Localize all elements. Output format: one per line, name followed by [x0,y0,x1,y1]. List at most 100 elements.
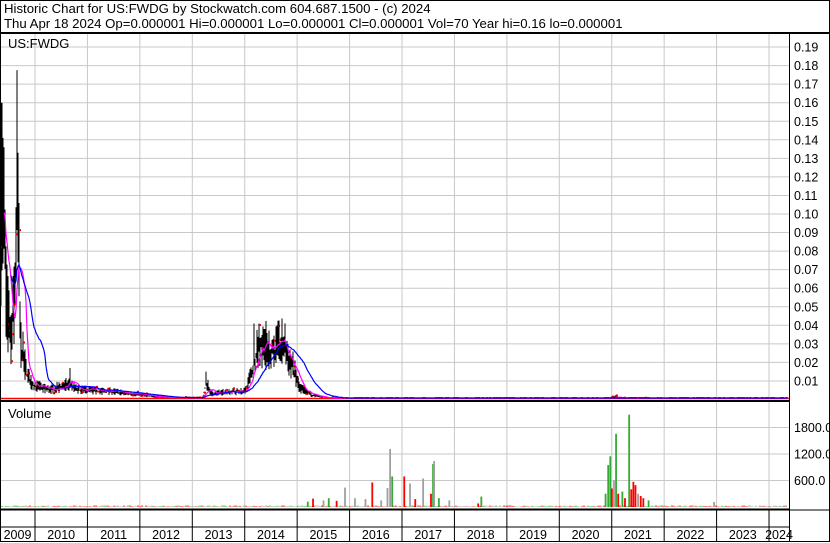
year-label: 2017 [414,528,442,542]
close-mark [11,360,13,363]
volume-bar [354,498,356,507]
moving-average-short [3,212,787,399]
close-mark [132,394,134,397]
year-label: 2013 [205,528,233,542]
chart-frame [0,33,830,542]
price-tick-label: 0.03 [794,337,818,351]
volume-bar [642,498,645,507]
year-label: 2024 [765,528,793,542]
volume-bar [391,476,394,507]
close-mark [255,365,257,368]
close-mark [226,388,228,391]
volume-bar [480,496,483,507]
close-mark [204,391,206,394]
year-label: 2009 [4,528,32,542]
close-mark [23,341,25,344]
volume-bar [637,493,639,507]
year-label: 2020 [572,528,600,542]
volume-bar [422,478,425,507]
year-label: 2011 [100,528,127,542]
close-mark [259,324,261,327]
volume-bar [403,476,406,507]
close-mark [14,303,16,306]
close-mark [108,387,110,390]
close-mark [308,390,310,393]
volume-bar [344,487,346,507]
volume-bar [430,493,432,507]
close-mark [274,339,276,342]
price-tick-label: 0.01 [794,374,818,388]
close-mark [86,388,88,391]
price-tick-label: 0.12 [794,170,818,184]
close-mark [98,390,100,393]
close-mark [293,365,295,368]
volume-bar [630,489,633,507]
year-label: 2019 [519,528,547,542]
ticker-label: US:FWDG [8,36,69,51]
price-tick-label: 0.13 [794,152,818,166]
volume-bar [607,465,610,507]
year-label: 2018 [467,528,495,542]
close-mark [612,395,614,398]
volume-tick-label: 1800.0 [794,421,830,435]
price-tick-label: 0.07 [794,263,818,277]
close-mark [279,338,281,341]
volume-bar [609,456,612,507]
volume-bar [414,499,417,507]
price-tick-label: 0.17 [794,78,818,92]
volume-bar [647,500,650,507]
volume-bar [621,491,624,507]
volume-bar [386,488,389,507]
price-tick-label: 0.02 [794,356,818,370]
moving-average-long [10,262,787,399]
volume-bar [322,500,325,507]
close-mark [19,229,21,232]
volume-bar [639,495,642,507]
price-tick-label: 0.11 [794,189,817,203]
close-mark [137,390,139,393]
volume-bar [634,485,637,507]
close-mark [12,333,14,336]
year-label: 2015 [309,528,337,542]
year-label: 2012 [152,528,180,542]
price-tick-label: 0.19 [794,41,818,55]
price-tick-label: 0.15 [794,115,818,129]
volume-bar [432,464,434,507]
year-label: 2014 [257,528,285,542]
volume-bar [327,498,330,507]
volume-bar [604,493,607,507]
close-mark [62,381,64,384]
close-mark [96,385,98,388]
volume-bar [312,498,314,507]
year-label: 2010 [47,528,75,542]
volume-bar [380,500,383,507]
close-mark [82,390,84,393]
volume-bar [610,488,613,507]
volume-bar [335,500,338,507]
volume-bar [628,414,631,507]
year-label: 2022 [676,528,704,542]
volume-label: Volume [8,406,51,421]
price-tick-label: 0.09 [794,226,818,240]
volume-bar [632,481,635,507]
close-mark [203,394,205,397]
chart-title: Historic Chart for US:FWDG by Stockwatch… [4,1,431,16]
volume-bar [389,448,392,507]
volume-tick-label: 600.0 [794,474,825,488]
volume-bar [613,480,615,507]
close-mark [16,233,18,236]
close-mark [219,391,221,394]
volume-bar [624,498,626,507]
price-tick-label: 0.18 [794,59,818,73]
volume-bar [306,501,309,507]
close-mark [303,384,305,387]
volume-bar [713,501,716,507]
close-mark [258,363,260,366]
price-tick-label: 0.05 [794,300,818,314]
year-label: 2021 [624,528,652,542]
volume-bar [409,483,411,507]
chart-header: Historic Chart for US:FWDG by Stockwatch… [0,0,830,33]
price-tick-label: 0.16 [794,96,818,110]
close-mark [233,387,235,390]
price-tick-label: 0.10 [794,208,818,222]
